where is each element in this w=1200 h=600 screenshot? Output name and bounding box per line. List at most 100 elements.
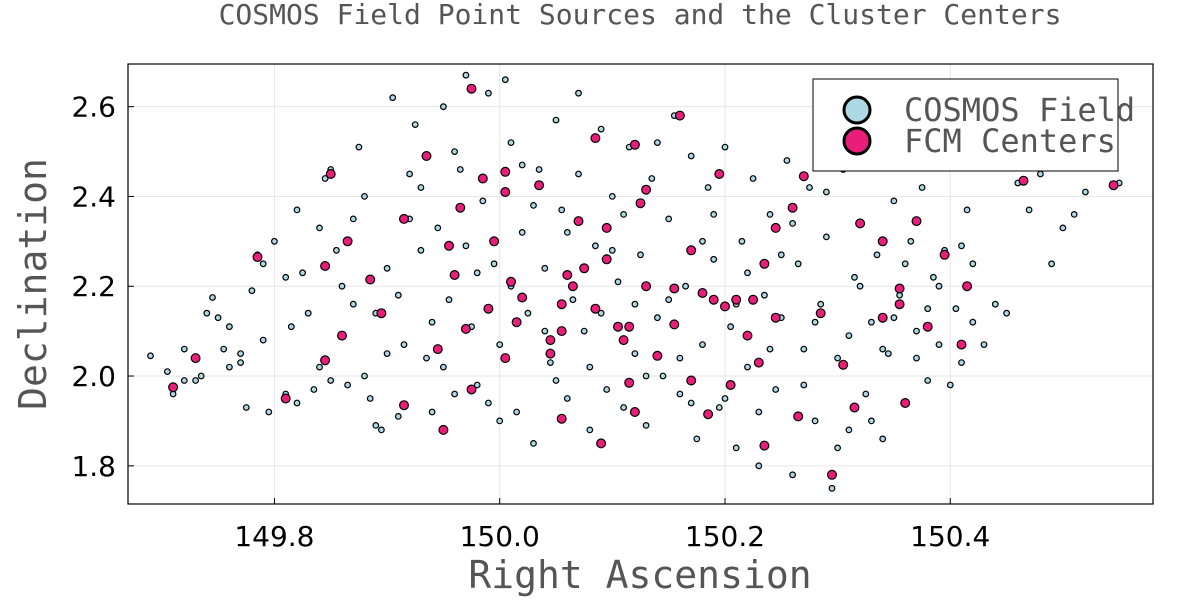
fcm-center-point	[252, 252, 263, 263]
cosmos-field-point	[513, 408, 520, 416]
cosmos-field-point	[580, 327, 588, 335]
fcm-center-point	[894, 299, 905, 310]
cosmos-field-point	[727, 323, 734, 331]
fcm-center-point	[500, 353, 511, 364]
y-tick-label: 1.8	[71, 450, 116, 483]
fcm-center-point	[708, 294, 719, 305]
fcm-center-point	[855, 218, 866, 229]
fcm-center-point	[787, 202, 798, 213]
fcm-center-point	[962, 281, 973, 292]
fcm-center-point	[190, 353, 201, 364]
cosmos-field-point	[862, 390, 870, 398]
x-tick-label: 149.8	[234, 520, 314, 553]
cosmos-field-point	[479, 197, 487, 205]
cosmos-field-point	[648, 175, 656, 182]
fcm-center-point	[337, 330, 348, 341]
cosmos-field-point	[958, 242, 965, 250]
cosmos-field-point	[383, 264, 391, 272]
cosmos-field-point	[316, 224, 323, 232]
x-axis-label: Right Ascension	[468, 553, 811, 597]
cosmos-field-point	[327, 377, 335, 384]
cosmos-field-point	[552, 116, 560, 124]
cosmos-field-point	[755, 408, 763, 416]
cosmos-field-point	[715, 404, 723, 411]
cosmos-field-point	[389, 94, 397, 102]
cosmos-field-point	[884, 350, 892, 358]
cosmos-field-point	[530, 440, 537, 447]
y-tick-label: 2.2	[71, 270, 116, 303]
cosmos-field-point	[631, 300, 639, 308]
cosmos-field-point	[732, 444, 740, 452]
y-axis-ticks: 1.8 2.0 2.2 2.4 2.6	[71, 91, 134, 483]
cosmos-field-point	[485, 399, 492, 407]
cosmos-field-point	[873, 251, 881, 259]
fcm-center-point	[477, 173, 488, 184]
cosmos-field-point	[225, 363, 233, 371]
cosmos-field-point	[930, 273, 937, 281]
cosmos-field-point	[271, 237, 278, 245]
cosmos-field-point	[304, 309, 312, 317]
fcm-center-point	[1108, 180, 1119, 191]
legend-marker-cosmos-field	[842, 95, 872, 125]
cosmos-field-point	[946, 381, 954, 389]
cosmos-field-point	[597, 309, 605, 317]
cosmos-field-point	[794, 260, 802, 268]
cosmos-field-point	[344, 381, 352, 389]
fcm-center-point	[573, 216, 584, 227]
cosmos-field-point	[963, 206, 971, 214]
fcm-center-point	[438, 424, 449, 435]
fcm-center-point	[714, 169, 725, 180]
fcm-center-point	[753, 357, 764, 368]
cosmos-field-point	[721, 395, 729, 402]
x-tick-label: 150.2	[685, 520, 765, 553]
cosmos-field-point	[485, 89, 492, 97]
cosmos-field-point	[1070, 210, 1078, 218]
cosmos-field-point	[969, 260, 977, 268]
cosmos-field-point	[811, 417, 819, 425]
cosmos-field-point	[935, 282, 943, 290]
fcm-center-point	[500, 187, 511, 198]
cosmos-field-point	[952, 305, 960, 313]
series-fcm-centers	[168, 83, 1119, 480]
cosmos-field-point	[496, 417, 504, 425]
fcm-center-point	[556, 299, 567, 310]
cosmos-field-point	[783, 157, 791, 164]
cosmos-field-point	[811, 318, 819, 326]
cosmos-field-point	[800, 381, 808, 389]
fcm-center-point	[365, 274, 376, 285]
cosmos-field-point	[1048, 260, 1055, 268]
fcm-center-point	[517, 292, 528, 303]
fcm-center-point	[596, 438, 607, 449]
fcm-center-point	[421, 151, 432, 162]
cosmos-field-point	[214, 314, 222, 322]
cosmos-field-point	[868, 417, 875, 425]
cosmos-field-point	[451, 390, 459, 398]
cosmos-field-point	[333, 246, 340, 254]
fcm-center-point	[703, 409, 714, 420]
legend-marker-fcm-centers	[842, 126, 872, 156]
cosmos-field-point	[890, 197, 898, 205]
fcm-center-point	[877, 236, 888, 247]
fcm-center-point	[939, 249, 950, 260]
cosmos-field-point	[901, 260, 909, 268]
cosmos-field-point	[924, 305, 932, 313]
fcm-center-point	[826, 469, 837, 480]
fcm-center-point	[770, 312, 781, 323]
fcm-center-point	[534, 180, 545, 191]
fcm-center-point	[725, 380, 736, 391]
cosmos-field-point	[462, 71, 470, 79]
chart-title: COSMOS Field Point Sources and the Clust…	[219, 0, 1062, 31]
fcm-center-point	[342, 236, 353, 247]
cosmos-field-point	[428, 318, 436, 326]
cosmos-field-point	[631, 350, 639, 358]
fcm-center-point	[624, 321, 635, 332]
cosmos-field-point	[586, 426, 594, 434]
fcm-center-point	[506, 276, 517, 287]
cosmos-field-point	[642, 422, 650, 429]
cosmos-field-point	[704, 184, 712, 191]
cosmos-field-point	[440, 103, 447, 111]
fcm-center-point	[567, 281, 578, 292]
cosmos-field-point	[980, 341, 988, 349]
cosmos-field-point	[558, 206, 566, 214]
